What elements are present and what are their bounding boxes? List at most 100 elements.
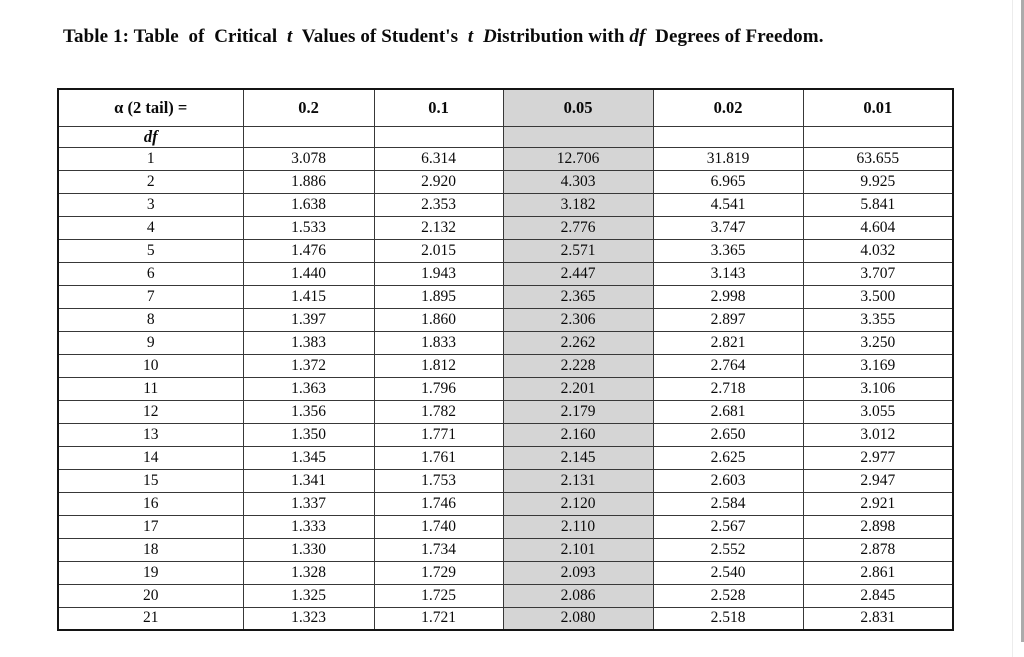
critical-value-cell: 2.845	[802, 583, 954, 608]
critical-value-cell: 2.132	[373, 215, 504, 240]
table-row: 7 1.415 1.895 2.365 2.998 3.500	[57, 284, 954, 309]
critical-value-cell: 2.776	[502, 215, 654, 240]
critical-value-cell: 2.947	[802, 468, 954, 493]
table-row: 13 1.350 1.771 2.160 2.650 3.012	[57, 422, 954, 447]
critical-value-cell: 2.584	[652, 491, 804, 516]
critical-value-cell: 9.925	[802, 169, 954, 194]
critical-value-cell: 1.734	[373, 537, 504, 562]
critical-value-cell: 1.372	[242, 353, 375, 378]
df-value-cell: 13	[57, 422, 244, 447]
table-row: 6 1.440 1.943 2.447 3.143 3.707	[57, 261, 954, 286]
alpha-level-cell: 0.02	[652, 88, 804, 127]
critical-value-cell: 31.819	[652, 146, 804, 171]
critical-value-cell: 2.540	[652, 560, 804, 585]
critical-value-cell: 3.707	[802, 261, 954, 286]
critical-value-cell: 2.228	[502, 353, 654, 378]
critical-t-table: α (2 tail) = 0.2 0.1 0.05 0.02 0.01 df 1 3.078 6.…	[57, 88, 954, 631]
critical-value-cell: 2.015	[373, 238, 504, 263]
critical-value-cell: 2.131	[502, 468, 654, 493]
df-value-cell: 21	[57, 606, 244, 631]
critical-value-cell: 2.571	[502, 238, 654, 263]
critical-value-cell: 2.110	[502, 514, 654, 539]
critical-value-cell: 3.500	[802, 284, 954, 309]
critical-value-cell: 1.746	[373, 491, 504, 516]
table-row: 21 1.323 1.721 2.080 2.518 2.831	[57, 606, 954, 631]
table-row: 5 1.476 2.015 2.571 3.365 4.032	[57, 238, 954, 263]
table-row: 8 1.397 1.860 2.306 2.897 3.355	[57, 307, 954, 332]
critical-value-cell: 2.898	[802, 514, 954, 539]
critical-value-cell: 3.365	[652, 238, 804, 263]
critical-value-cell: 2.447	[502, 261, 654, 286]
critical-value-cell: 1.753	[373, 468, 504, 493]
alpha-level-cell: 0.05	[502, 88, 654, 127]
critical-value-cell: 1.761	[373, 445, 504, 470]
critical-value-cell: 1.350	[242, 422, 375, 447]
critical-value-cell: 1.796	[373, 376, 504, 401]
critical-value-cell: 3.078	[242, 146, 375, 171]
page-edge-dark-line	[1021, 0, 1024, 642]
critical-value-cell: 4.032	[802, 238, 954, 263]
critical-value-cell: 2.365	[502, 284, 654, 309]
table-title: Table 1: Table of Critical t Values of S…	[63, 26, 824, 48]
critical-value-cell: 2.861	[802, 560, 954, 585]
critical-value-cell: 6.314	[373, 146, 504, 171]
df-value-cell: 14	[57, 445, 244, 470]
alpha-level-cell: 0.01	[802, 88, 954, 127]
df-value-cell: 4	[57, 215, 244, 240]
table-row: 19 1.328 1.729 2.093 2.540 2.861	[57, 560, 954, 585]
critical-value-cell: 1.740	[373, 514, 504, 539]
critical-value-cell: 1.943	[373, 261, 504, 286]
critical-value-cell: 1.886	[242, 169, 375, 194]
empty-cell	[652, 125, 804, 148]
df-value-cell: 7	[57, 284, 244, 309]
table-row: 14 1.345 1.761 2.145 2.625 2.977	[57, 445, 954, 470]
critical-value-cell: 3.169	[802, 353, 954, 378]
critical-value-cell: 2.718	[652, 376, 804, 401]
critical-value-cell: 2.567	[652, 514, 804, 539]
critical-value-cell: 2.920	[373, 169, 504, 194]
df-value-cell: 8	[57, 307, 244, 332]
critical-value-cell: 12.706	[502, 146, 654, 171]
critical-value-cell: 4.604	[802, 215, 954, 240]
alpha-header-row: α (2 tail) = 0.2 0.1 0.05 0.02 0.01	[57, 88, 954, 127]
critical-value-cell: 1.440	[242, 261, 375, 286]
table-row: 16 1.337 1.746 2.120 2.584 2.921	[57, 491, 954, 516]
df-value-cell: 17	[57, 514, 244, 539]
critical-value-cell: 2.179	[502, 399, 654, 424]
df-value-cell: 12	[57, 399, 244, 424]
empty-cell	[802, 125, 954, 148]
critical-value-cell: 2.120	[502, 491, 654, 516]
critical-value-cell: 1.345	[242, 445, 375, 470]
critical-value-cell: 3.055	[802, 399, 954, 424]
alpha-header-label: α (2 tail) =	[57, 88, 244, 127]
table-row: 15 1.341 1.753 2.131 2.603 2.947	[57, 468, 954, 493]
critical-value-cell: 3.012	[802, 422, 954, 447]
table-row: 17 1.333 1.740 2.110 2.567 2.898	[57, 514, 954, 539]
critical-value-cell: 1.860	[373, 307, 504, 332]
critical-value-cell: 2.201	[502, 376, 654, 401]
critical-value-cell: 1.356	[242, 399, 375, 424]
critical-value-cell: 2.764	[652, 353, 804, 378]
critical-value-cell: 2.353	[373, 192, 504, 217]
critical-value-cell: 3.106	[802, 376, 954, 401]
critical-value-cell: 2.681	[652, 399, 804, 424]
df-value-cell: 6	[57, 261, 244, 286]
critical-value-cell: 1.721	[373, 606, 504, 631]
table-row: 20 1.325 1.725 2.086 2.528 2.845	[57, 583, 954, 608]
df-value-cell: 5	[57, 238, 244, 263]
critical-value-cell: 1.397	[242, 307, 375, 332]
critical-value-cell: 4.303	[502, 169, 654, 194]
critical-value-cell: 2.552	[652, 537, 804, 562]
critical-value-cell: 3.250	[802, 330, 954, 355]
critical-value-cell: 2.160	[502, 422, 654, 447]
df-value-cell: 3	[57, 192, 244, 217]
critical-value-cell: 2.145	[502, 445, 654, 470]
empty-cell	[502, 125, 654, 148]
df-value-cell: 2	[57, 169, 244, 194]
critical-value-cell: 2.086	[502, 583, 654, 608]
critical-value-cell: 2.977	[802, 445, 954, 470]
df-value-cell: 1	[57, 146, 244, 171]
df-header-label: df	[57, 125, 244, 148]
page-edge-faint-line	[1012, 0, 1013, 657]
critical-value-cell: 2.625	[652, 445, 804, 470]
